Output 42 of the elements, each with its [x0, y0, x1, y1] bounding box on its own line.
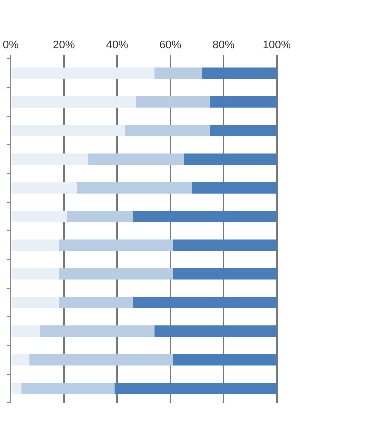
bar: [154, 68, 203, 80]
bar: [58, 296, 134, 308]
bar: [173, 240, 277, 252]
bar: [30, 354, 174, 366]
x-tick-label: 20%: [53, 40, 76, 52]
bar: [210, 125, 277, 137]
bar: [12, 182, 78, 194]
bar: [12, 240, 59, 252]
bar: [154, 326, 277, 338]
x-tick-label: 100%: [262, 40, 292, 52]
x-tick-label: 80%: [212, 40, 236, 52]
bar: [12, 68, 155, 80]
bar: [173, 268, 277, 280]
x-tick-label: 40%: [106, 40, 129, 52]
bar: [12, 326, 40, 338]
x-tick-label: 0%: [2, 40, 20, 52]
bar: [125, 125, 210, 137]
bar: [12, 154, 88, 166]
bar: [12, 382, 22, 394]
bar: [133, 296, 277, 308]
bar: [58, 240, 174, 252]
bar: [22, 382, 115, 394]
bar: [210, 96, 277, 108]
bar: [114, 382, 277, 394]
bar: [12, 296, 59, 308]
bar: [12, 354, 30, 366]
bar: [136, 96, 210, 108]
bar: [12, 211, 67, 223]
bar: [173, 354, 277, 366]
bar: [77, 182, 192, 194]
bar: [12, 268, 59, 280]
bar: [184, 154, 277, 166]
bar: [133, 211, 277, 223]
bar: [202, 68, 277, 80]
bar: [58, 268, 174, 280]
bar: [40, 326, 155, 338]
bar: [12, 125, 126, 137]
bar: [12, 96, 136, 108]
x-tick-label: 60%: [160, 40, 182, 52]
bar: [66, 211, 134, 223]
bar: [192, 182, 277, 194]
bar: [88, 154, 184, 166]
